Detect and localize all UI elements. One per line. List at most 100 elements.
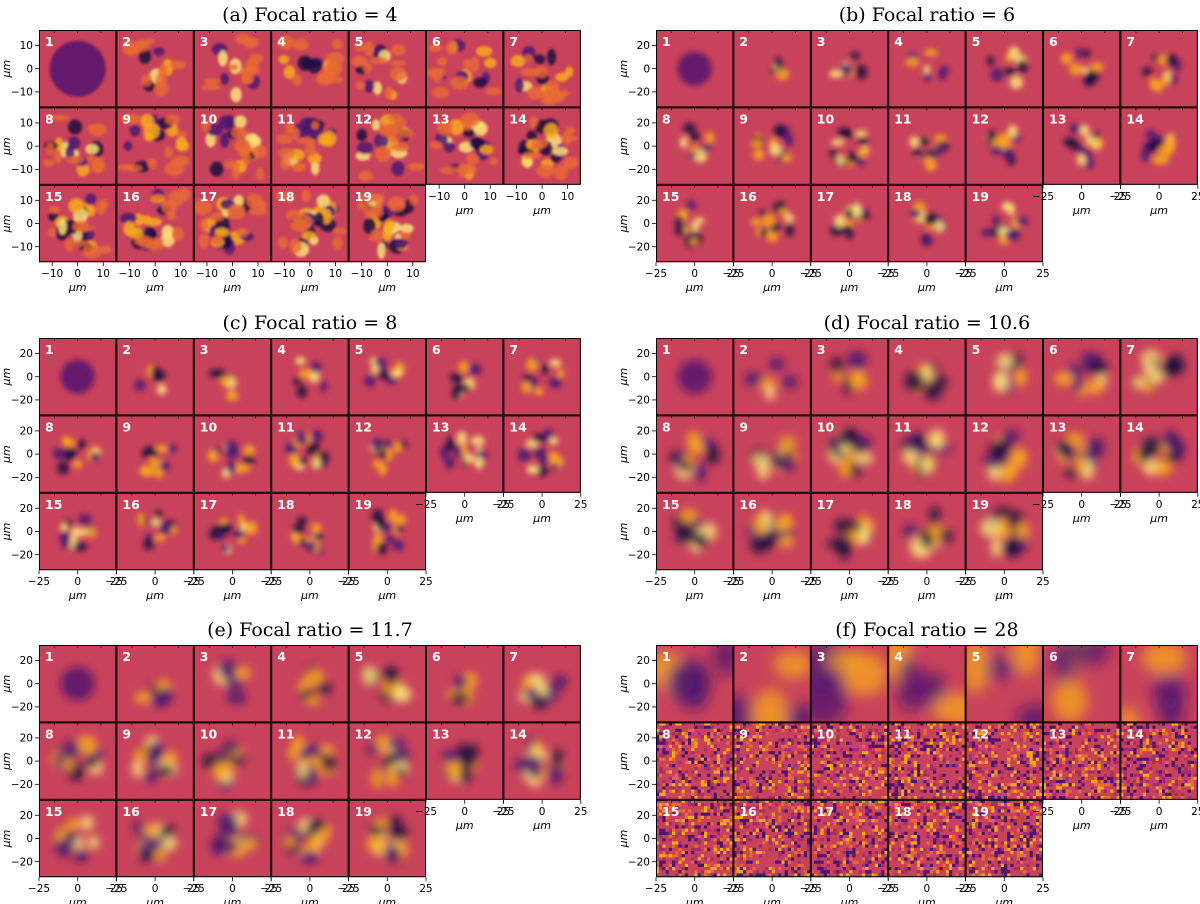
mode-cell-17: 17 bbox=[810, 184, 889, 263]
x-tick-label: 0 bbox=[1001, 268, 1008, 280]
mode-cell-18: 18 bbox=[888, 184, 966, 263]
x-tick-label: −25 bbox=[1032, 499, 1054, 511]
y-tick-label: −20 bbox=[628, 164, 650, 176]
y-tick-label: −20 bbox=[11, 702, 33, 714]
y-tick-label: 0 bbox=[643, 756, 650, 768]
mode-cell-4: 4 bbox=[888, 338, 966, 416]
mode-number-label: 2 bbox=[739, 649, 748, 664]
mode-number-label: 12 bbox=[355, 419, 372, 434]
x-tick-label: −25 bbox=[877, 576, 899, 588]
mode-cell-4: 4 bbox=[888, 30, 966, 108]
y-tick-label: 0 bbox=[643, 449, 650, 461]
mode-cell-15: 15 bbox=[656, 492, 734, 571]
x-tick-label: −25 bbox=[338, 576, 360, 588]
x-tick-label: 0 bbox=[152, 576, 159, 588]
mode-number-label: 19 bbox=[355, 804, 372, 819]
mode-cell-15: 15 bbox=[39, 184, 117, 263]
mode-cell-16: 16 bbox=[733, 799, 811, 878]
x-tick-label: 0 bbox=[769, 268, 776, 280]
y-tick-label: 20 bbox=[637, 732, 650, 744]
mode-cell-12: 12 bbox=[965, 107, 1043, 185]
mode-cell-3: 3 bbox=[810, 338, 889, 416]
mode-number-label: 5 bbox=[972, 649, 981, 664]
y-axis-label: μm bbox=[0, 215, 13, 234]
x-axis-label: μm bbox=[994, 896, 1013, 904]
y-tick-label: 0 bbox=[26, 371, 33, 383]
x-axis-label: μm bbox=[840, 281, 859, 294]
panel-title: (e) Focal ratio = 11.7 bbox=[207, 619, 413, 641]
x-axis-label: μm bbox=[685, 589, 704, 602]
mode-cell-8: 8 bbox=[656, 415, 734, 493]
mode-cell-19: 19 bbox=[348, 492, 427, 571]
x-axis-label: μm bbox=[762, 896, 781, 904]
x-tick-label: 25 bbox=[959, 576, 972, 588]
mode-cell-3: 3 bbox=[193, 338, 272, 416]
mode-number-label: 18 bbox=[277, 497, 294, 512]
mode-cell-19: 19 bbox=[965, 799, 1043, 878]
x-tick-label: 0 bbox=[384, 883, 391, 895]
x-tick-label: 0 bbox=[229, 576, 236, 588]
mode-number-label: 1 bbox=[45, 342, 54, 357]
mode-number-label: 2 bbox=[122, 649, 131, 664]
mode-number-label: 16 bbox=[739, 804, 757, 819]
mode-number-label: 5 bbox=[355, 649, 364, 664]
x-tick-label: 0 bbox=[1078, 806, 1085, 818]
mode-number-label: 6 bbox=[1049, 342, 1058, 357]
x-tick-label: −10 bbox=[273, 268, 295, 280]
mode-number-label: 14 bbox=[1126, 419, 1144, 434]
mode-cell-1: 1 bbox=[39, 30, 117, 108]
x-tick-label: −25 bbox=[955, 268, 977, 280]
mode-cell-1: 1 bbox=[39, 645, 117, 723]
y-tick-label: −10 bbox=[11, 164, 33, 176]
x-tick-label: 25 bbox=[1114, 191, 1127, 203]
mode-number-label: 16 bbox=[739, 497, 757, 512]
x-tick-label: 0 bbox=[924, 268, 931, 280]
x-axis-label: μm bbox=[685, 896, 704, 904]
y-tick-label: −20 bbox=[11, 779, 33, 791]
mode-cell-9: 9 bbox=[733, 722, 811, 800]
mode-cell-6: 6 bbox=[426, 645, 504, 723]
x-tick-label: 25 bbox=[342, 883, 355, 895]
mode-number-label: 14 bbox=[509, 419, 527, 434]
x-tick-label: −10 bbox=[41, 268, 63, 280]
x-tick-label: 0 bbox=[307, 883, 314, 895]
mode-cell-12: 12 bbox=[348, 415, 427, 493]
y-tick-label: 20 bbox=[637, 195, 650, 207]
mode-number-label: 14 bbox=[1126, 726, 1144, 741]
mode-number-label: 2 bbox=[739, 342, 748, 357]
x-tick-label: −25 bbox=[1032, 806, 1054, 818]
x-tick-label: −25 bbox=[338, 883, 360, 895]
mode-cell-11: 11 bbox=[888, 107, 966, 185]
x-tick-label: 10 bbox=[174, 268, 187, 280]
mode-number-label: 7 bbox=[509, 342, 518, 357]
mode-number-label: 9 bbox=[739, 419, 748, 434]
x-tick-label: 25 bbox=[959, 883, 972, 895]
x-tick-label: 25 bbox=[187, 883, 200, 895]
x-tick-label: −25 bbox=[1109, 806, 1131, 818]
mode-cell-7: 7 bbox=[1120, 645, 1198, 723]
x-tick-label: 0 bbox=[1001, 576, 1008, 588]
mode-number-label: 1 bbox=[662, 649, 671, 664]
x-tick-label: 0 bbox=[539, 806, 546, 818]
y-tick-label: −20 bbox=[628, 779, 650, 791]
mode-number-label: 19 bbox=[355, 497, 372, 512]
y-tick-label: 10 bbox=[20, 117, 33, 129]
x-axis-label: μm bbox=[377, 589, 396, 602]
x-axis-label: μm bbox=[532, 512, 551, 525]
mode-number-label: 10 bbox=[817, 726, 835, 741]
mode-cell-10: 10 bbox=[810, 722, 889, 800]
x-tick-label: 10 bbox=[406, 268, 419, 280]
x-tick-label: 25 bbox=[1036, 576, 1049, 588]
x-axis-label: μm bbox=[300, 281, 319, 294]
x-tick-label: −25 bbox=[1109, 191, 1131, 203]
x-tick-label: 25 bbox=[804, 576, 817, 588]
x-tick-label: −25 bbox=[955, 883, 977, 895]
x-tick-label: −25 bbox=[1032, 191, 1054, 203]
mode-number-label: 9 bbox=[122, 419, 131, 434]
mode-cell-19: 19 bbox=[965, 184, 1043, 263]
y-tick-label: 0 bbox=[643, 218, 650, 230]
y-tick-label: 0 bbox=[643, 833, 650, 845]
x-axis-label: μm bbox=[145, 896, 164, 904]
mode-cell-14: 14 bbox=[1120, 107, 1198, 185]
x-axis-label: μm bbox=[145, 281, 164, 294]
